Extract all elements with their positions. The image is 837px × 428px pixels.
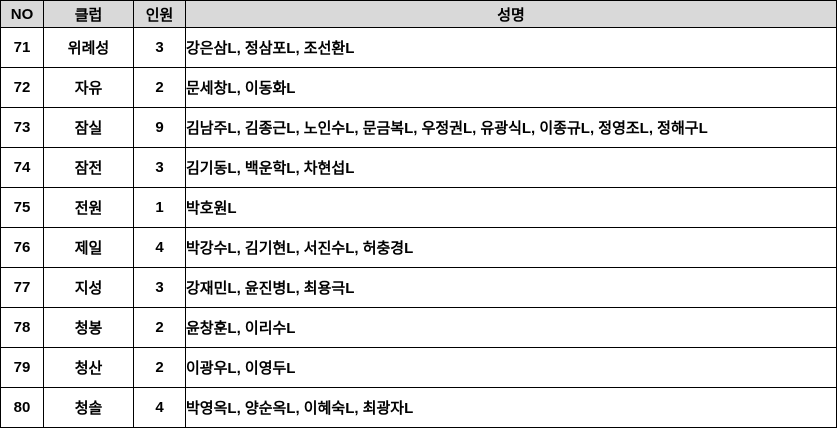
cell-count: 9: [133, 107, 186, 148]
cell-names: 박강수L, 김기현L, 서진수L, 허충경L: [185, 227, 837, 268]
cell-no: 72: [0, 67, 44, 108]
cell-club: 제일: [43, 227, 134, 268]
cell-count: 2: [133, 347, 186, 388]
cell-club: 청산: [43, 347, 134, 388]
cell-no: 74: [0, 147, 44, 188]
cell-no: 76: [0, 227, 44, 268]
cell-no: 79: [0, 347, 44, 388]
table-row: 79 청산 2 이광우L, 이영두L: [0, 347, 837, 388]
cell-count: 4: [133, 387, 186, 428]
cell-count: 1: [133, 187, 186, 228]
cell-club: 지성: [43, 267, 134, 308]
header-cell-count: 인원: [133, 0, 186, 28]
cell-names: 박영옥L, 양순옥L, 이혜숙L, 최광자L: [185, 387, 837, 428]
cell-names: 박호원L: [185, 187, 837, 228]
cell-names: 김기동L, 백운학L, 차현섭L: [185, 147, 837, 188]
cell-club: 자유: [43, 67, 134, 108]
header-cell-club: 클럽: [43, 0, 134, 28]
cell-club: 전원: [43, 187, 134, 228]
cell-names: 강은삼L, 정삼포L, 조선환L: [185, 27, 837, 68]
cell-names: 김남주L, 김종근L, 노인수L, 문금복L, 우정권L, 유광식L, 이종규L…: [185, 107, 837, 148]
cell-names: 문세창L, 이동화L: [185, 67, 837, 108]
cell-count: 4: [133, 227, 186, 268]
cell-count: 2: [133, 67, 186, 108]
table-row: 75 전원 1 박호원L: [0, 187, 837, 228]
cell-no: 73: [0, 107, 44, 148]
table-row: 76 제일 4 박강수L, 김기현L, 서진수L, 허충경L: [0, 227, 837, 268]
cell-club: 위례성: [43, 27, 134, 68]
table-row: 73 잠실 9 김남주L, 김종근L, 노인수L, 문금복L, 우정권L, 유광…: [0, 107, 837, 148]
cell-no: 80: [0, 387, 44, 428]
cell-names: 강재민L, 윤진병L, 최용극L: [185, 267, 837, 308]
table-row: 80 청솔 4 박영옥L, 양순옥L, 이혜숙L, 최광자L: [0, 387, 837, 428]
cell-count: 3: [133, 27, 186, 68]
cell-club: 청봉: [43, 307, 134, 348]
cell-count: 3: [133, 147, 186, 188]
cell-no: 77: [0, 267, 44, 308]
cell-club: 잠실: [43, 107, 134, 148]
cell-no: 75: [0, 187, 44, 228]
cell-count: 2: [133, 307, 186, 348]
header-cell-no: NO: [0, 0, 44, 28]
table-row: 72 자유 2 문세창L, 이동화L: [0, 67, 837, 108]
cell-names: 윤창훈L, 이리수L: [185, 307, 837, 348]
cell-club: 잠전: [43, 147, 134, 188]
table-row: 74 잠전 3 김기동L, 백운학L, 차현섭L: [0, 147, 837, 188]
table-row: 71 위례성 3 강은삼L, 정삼포L, 조선환L: [0, 27, 837, 68]
cell-names: 이광우L, 이영두L: [185, 347, 837, 388]
table-row: 78 청봉 2 윤창훈L, 이리수L: [0, 307, 837, 348]
cell-no: 71: [0, 27, 44, 68]
cell-club: 청솔: [43, 387, 134, 428]
header-cell-names: 성명: [185, 0, 837, 28]
table-row: 77 지성 3 강재민L, 윤진병L, 최용극L: [0, 267, 837, 308]
cell-no: 78: [0, 307, 44, 348]
header-row: NO 클럽 인원 성명: [0, 0, 837, 28]
cell-count: 3: [133, 267, 186, 308]
